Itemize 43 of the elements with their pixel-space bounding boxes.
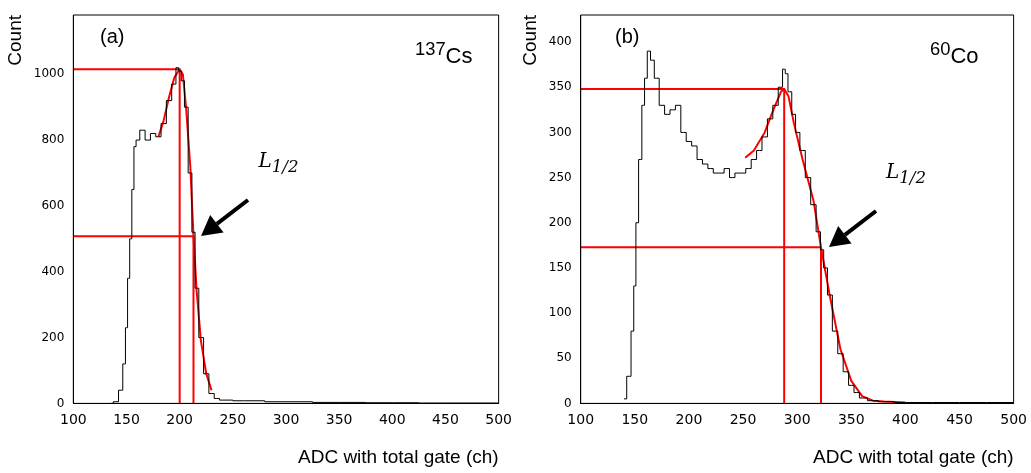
annotation: L$_{1/2}$: [258, 148, 299, 177]
x-axis-title: ADC with total gate (ch): [813, 445, 1014, 467]
annotation: (a): [100, 25, 125, 47]
annotation: (b): [615, 25, 640, 47]
x-tick-label: 100: [567, 411, 595, 428]
y-tick-label: 150: [548, 260, 572, 275]
x-tick-label: 150: [113, 411, 140, 428]
x-tick-label: 150: [621, 411, 649, 428]
y-tick-label: 600: [41, 198, 65, 213]
y-tick-label: 50: [556, 350, 572, 365]
x-tick-label: 100: [59, 411, 87, 428]
x-tick-label: 500: [485, 411, 513, 428]
y-tick-label: 300: [548, 124, 572, 139]
x-axis-title: ADC with total gate (ch): [298, 445, 499, 467]
y-tick-label: 1000: [33, 66, 65, 81]
y-tick-label: 400: [548, 34, 572, 49]
x-tick-label: 250: [219, 411, 247, 428]
x-tick-label: 250: [729, 411, 757, 428]
annotation: $^{137}$Cs: [415, 38, 473, 69]
y-axis-title: Count: [3, 14, 25, 66]
y-tick-label: 0: [56, 395, 65, 410]
y-tick-label: 200: [548, 214, 572, 229]
y-tick-label: 400: [41, 263, 65, 278]
x-tick-label: 200: [675, 411, 703, 428]
annotation: $^{60}$Co: [930, 38, 979, 69]
x-tick-label: 450: [946, 411, 973, 428]
x-tick-label: 350: [837, 411, 865, 428]
y-axis-title: Count: [518, 14, 540, 66]
y-tick-label: 0: [564, 395, 572, 410]
x-tick-label: 200: [166, 411, 194, 428]
y-tick-label: 200: [41, 329, 65, 344]
x-tick-label: 450: [432, 411, 459, 428]
annotation: L$_{1/2}$: [885, 159, 927, 188]
x-tick-label: 400: [892, 411, 919, 428]
y-tick-label: 100: [548, 305, 572, 320]
x-tick-label: 300: [272, 411, 300, 428]
x-tick-label: 300: [783, 411, 811, 428]
x-tick-label: 500: [1000, 411, 1028, 428]
y-tick-label: 250: [548, 169, 572, 184]
y-tick-label: 350: [548, 79, 572, 94]
x-tick-label: 350: [325, 411, 353, 428]
y-tick-label: 800: [41, 132, 65, 147]
x-tick-label: 400: [378, 411, 406, 428]
